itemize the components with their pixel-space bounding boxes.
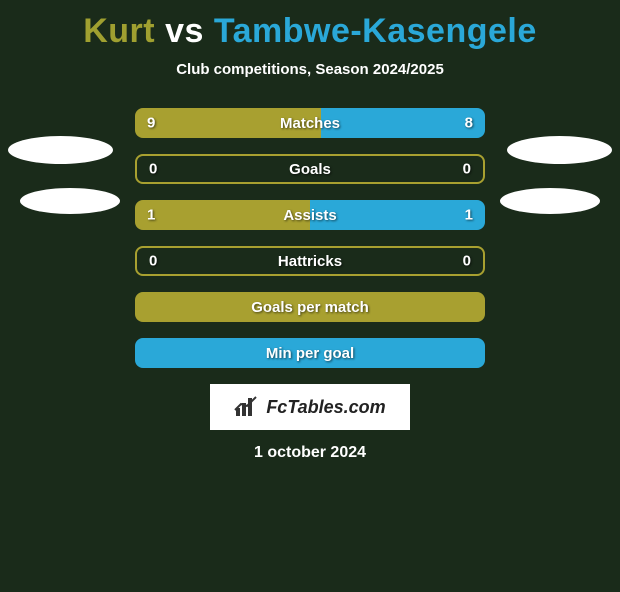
title-vs: vs [165,12,214,50]
stat-value-left: 9 [147,115,155,132]
source-logo-text: FcTables.com [266,397,385,418]
stat-label: Min per goal [266,345,354,362]
source-logo: FcTables.com [210,384,410,430]
stat-label: Assists [283,207,336,224]
stat-row: Min per goal [135,338,485,368]
stat-row: 1 1 Assists [135,200,485,230]
stat-value-left: 0 [149,161,157,178]
stat-value-right: 1 [465,207,473,224]
date-label: 1 october 2024 [0,444,620,462]
stats-container: 9 8 Matches 0 0 Goals 1 1 Assists 0 0 Hattricks Goal… [135,108,485,368]
stat-value-left: 0 [149,253,157,270]
bar-chart-icon [234,396,260,418]
stat-fill-right [321,108,486,138]
player-right-badge-front [500,188,600,214]
stat-value-right: 0 [463,253,471,270]
stat-value-right: 8 [465,115,473,132]
stat-value-right: 0 [463,161,471,178]
stat-label: Matches [280,115,340,132]
stat-row: 9 8 Matches [135,108,485,138]
subtitle: Club competitions, Season 2024/2025 [0,61,620,78]
title-right: Tambwe-Kasengele [214,12,537,50]
stat-label: Goals per match [251,299,369,316]
stat-label: Hattricks [278,253,342,270]
stat-row: 0 0 Hattricks [135,246,485,276]
player-left-badge-back [8,136,113,164]
stat-row: Goals per match [135,292,485,322]
player-left-badge-front [20,188,120,214]
title-left: Kurt [83,12,155,50]
stat-value-left: 1 [147,207,155,224]
stat-row: 0 0 Goals [135,154,485,184]
page-title: Kurt vs Tambwe-Kasengele [0,12,620,51]
player-right-badge-back [507,136,612,164]
stat-label: Goals [289,161,331,178]
